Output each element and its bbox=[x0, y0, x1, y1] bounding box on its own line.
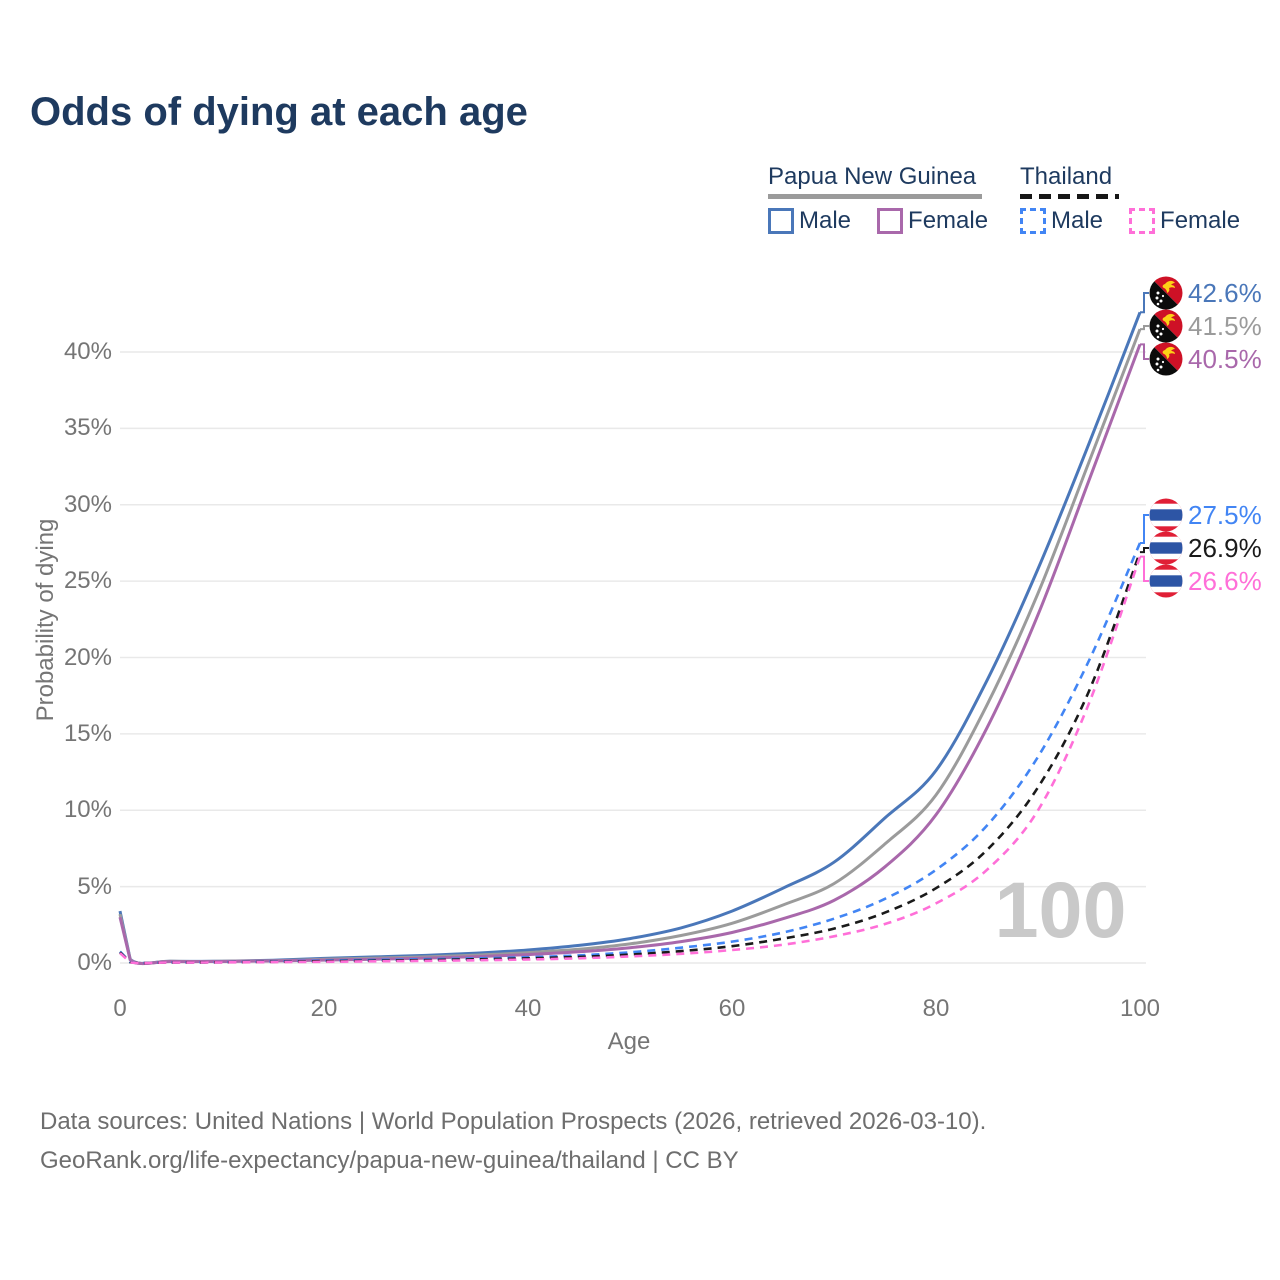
legend-swatch-dashed-blue-icon bbox=[1020, 208, 1046, 234]
y-tick-label: 0% bbox=[77, 949, 112, 976]
legend-dashed-line-sample bbox=[1020, 194, 1119, 199]
end-value-label: 26.6% bbox=[1188, 565, 1262, 596]
end-value-label: 41.5% bbox=[1188, 310, 1262, 341]
legend-item-label: Male bbox=[1051, 207, 1104, 234]
legend-item-th-female[interactable]: Female bbox=[1129, 207, 1240, 235]
line-papua-new-guinea-male[interactable] bbox=[118, 311, 1142, 965]
thailand-flag-icon bbox=[1149, 531, 1183, 565]
end-label-png-female: 40.5% bbox=[1149, 342, 1262, 376]
y-tick-label: 5% bbox=[77, 872, 112, 900]
legend-item-png-male[interactable]: Male bbox=[768, 207, 851, 235]
papua-new-guinea-flag-icon bbox=[1149, 276, 1183, 310]
end-label-connector bbox=[1140, 555, 1149, 582]
end-value-label: 40.5% bbox=[1188, 343, 1262, 374]
end-label-connector bbox=[1140, 343, 1149, 360]
legend-group-thailand: Thailand Male Female bbox=[1020, 163, 1250, 235]
end-label-connector bbox=[1140, 547, 1149, 554]
page-title: Odds of dying at each age bbox=[30, 90, 528, 134]
end-label-th-both: 26.9% bbox=[1149, 531, 1262, 565]
line-thailand-male[interactable] bbox=[119, 542, 1142, 965]
end-label-connector bbox=[1140, 325, 1149, 331]
y-tick-label: 15% bbox=[63, 719, 112, 747]
x-axis-title: Age bbox=[607, 1028, 651, 1055]
end-value-label: 27.5% bbox=[1188, 499, 1262, 530]
end-label-connector bbox=[1140, 514, 1149, 544]
thailand-flag-icon bbox=[1149, 498, 1183, 532]
papua-new-guinea-flag-icon bbox=[1149, 342, 1183, 376]
x-tick-label: 100 bbox=[1119, 995, 1161, 1022]
y-tick-label: 30% bbox=[63, 490, 112, 518]
legend-solid-line-sample bbox=[768, 194, 982, 199]
line-thailand-both[interactable] bbox=[119, 551, 1142, 965]
y-tick-label: 35% bbox=[63, 414, 112, 442]
thailand-flag-icon bbox=[1149, 564, 1183, 598]
y-tick-label: 40% bbox=[63, 338, 112, 365]
attribution-url-text: GeoRank.org/life-expectancy/papua-new-gu… bbox=[40, 1147, 739, 1174]
y-tick-label: 10% bbox=[63, 796, 112, 824]
line-thailand-female[interactable] bbox=[119, 556, 1142, 965]
x-tick-label: 20 bbox=[310, 995, 338, 1022]
legend-swatch-solid-blue-icon bbox=[768, 208, 794, 234]
legend-item-label: Male bbox=[799, 207, 852, 234]
legend-country-label-thailand: Thailand bbox=[1020, 163, 1113, 190]
end-label-png-male: 42.6% bbox=[1149, 276, 1262, 310]
legend-item-label: Female bbox=[1160, 207, 1241, 234]
y-axis-title: Probability of dying bbox=[32, 518, 59, 722]
legend-country-label-png: Papua New Guinea bbox=[768, 163, 977, 190]
data-sources-text: Data sources: United Nations | World Pop… bbox=[40, 1108, 987, 1135]
end-label-png-both: 41.5% bbox=[1149, 309, 1262, 343]
x-tick-label: 0 bbox=[113, 995, 127, 1022]
y-tick-label: 25% bbox=[63, 567, 112, 595]
hover-age-watermark: 100 bbox=[994, 865, 1127, 954]
end-value-label: 42.6% bbox=[1188, 277, 1262, 308]
x-tick-label: 80 bbox=[922, 995, 950, 1022]
legend-item-png-female[interactable]: Female bbox=[877, 207, 988, 235]
legend-swatch-dashed-pink-icon bbox=[1129, 208, 1156, 234]
end-label-connector bbox=[1140, 292, 1149, 314]
papua-new-guinea-flag-icon bbox=[1149, 309, 1183, 343]
x-tick-label: 40 bbox=[514, 995, 542, 1022]
end-value-label: 26.9% bbox=[1188, 532, 1262, 563]
legend-group-papua-new-guinea: Papua New Guinea Male Female bbox=[768, 163, 988, 235]
end-label-th-male: 27.5% bbox=[1149, 498, 1262, 532]
legend-item-label: Female bbox=[908, 207, 989, 234]
x-tick-label: 60 bbox=[718, 995, 746, 1022]
legend-swatch-solid-purple-icon bbox=[877, 208, 904, 234]
y-tick-label: 20% bbox=[63, 643, 112, 671]
end-label-th-female: 26.6% bbox=[1149, 564, 1262, 598]
legend-item-th-male[interactable]: Male bbox=[1020, 207, 1103, 235]
